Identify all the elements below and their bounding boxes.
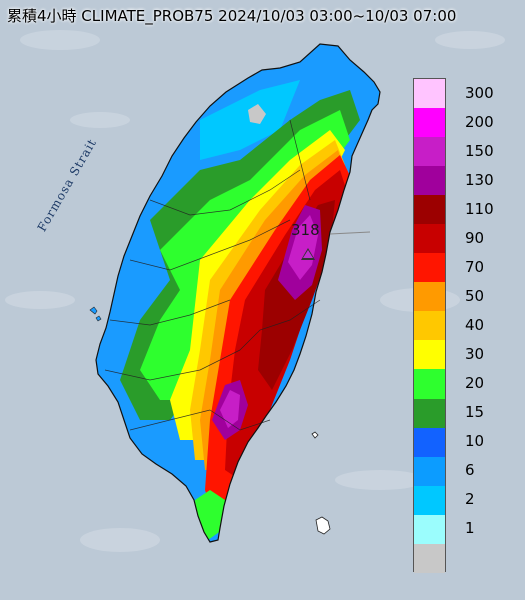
legend-swatch [414,398,445,428]
legend-swatch [414,282,445,312]
legend-labels: 300 200 150 130 110 90 70 50 40 30 20 15 10 6 2 1 [453,78,503,572]
legend-label: 6 [465,461,475,480]
legend-label: 15 [465,403,485,422]
legend-swatch [414,79,445,109]
legend-swatch [414,485,445,515]
legend-label: 130 [465,170,494,189]
lanyu-island [315,516,331,535]
legend-swatch [414,456,445,486]
penghu-islands [89,306,102,322]
ocean-texture [5,30,505,552]
legend-swatch [414,514,445,544]
taiwan-coastline [95,43,381,543]
legend-label: 110 [465,199,494,218]
map-title: 累積4小時 CLIMATE_PROB75 2024/10/03 03:00~10… [7,7,457,25]
legend-swatch [414,137,445,167]
legend-label: 70 [465,257,485,276]
legend-label: 40 [465,316,485,334]
legend-swatch [414,543,445,573]
legend-swatch [414,427,445,457]
legend-swatch [414,224,445,254]
max-triangle-icon [301,248,315,260]
legend-label: 30 [465,345,485,364]
legend-label: 10 [465,432,485,451]
max-pointer-line [329,231,371,235]
green-island [311,431,319,439]
legend-label: 50 [465,286,485,305]
legend-swatch [414,195,445,225]
legend-swatch [414,369,445,399]
legend-label: 150 [465,141,494,160]
legend-label: 200 [465,112,494,131]
legend-swatches [413,78,446,573]
legend-swatch [414,311,445,341]
legend-swatch [414,340,445,370]
legend-label: 90 [465,228,485,247]
rainfall-legend: 300 200 150 130 110 90 70 50 40 30 20 15 10 6 2 1 [413,78,499,573]
legend-label: 1 [465,519,475,538]
legend-label: 2 [465,490,475,509]
county-boundaries [104,119,321,431]
legend-label: 20 [465,374,485,393]
legend-swatch [414,166,445,196]
max-value-label: 318 [291,221,320,239]
legend-swatch [414,253,445,283]
legend-label: 300 [465,83,494,102]
legend-swatch [414,108,445,138]
